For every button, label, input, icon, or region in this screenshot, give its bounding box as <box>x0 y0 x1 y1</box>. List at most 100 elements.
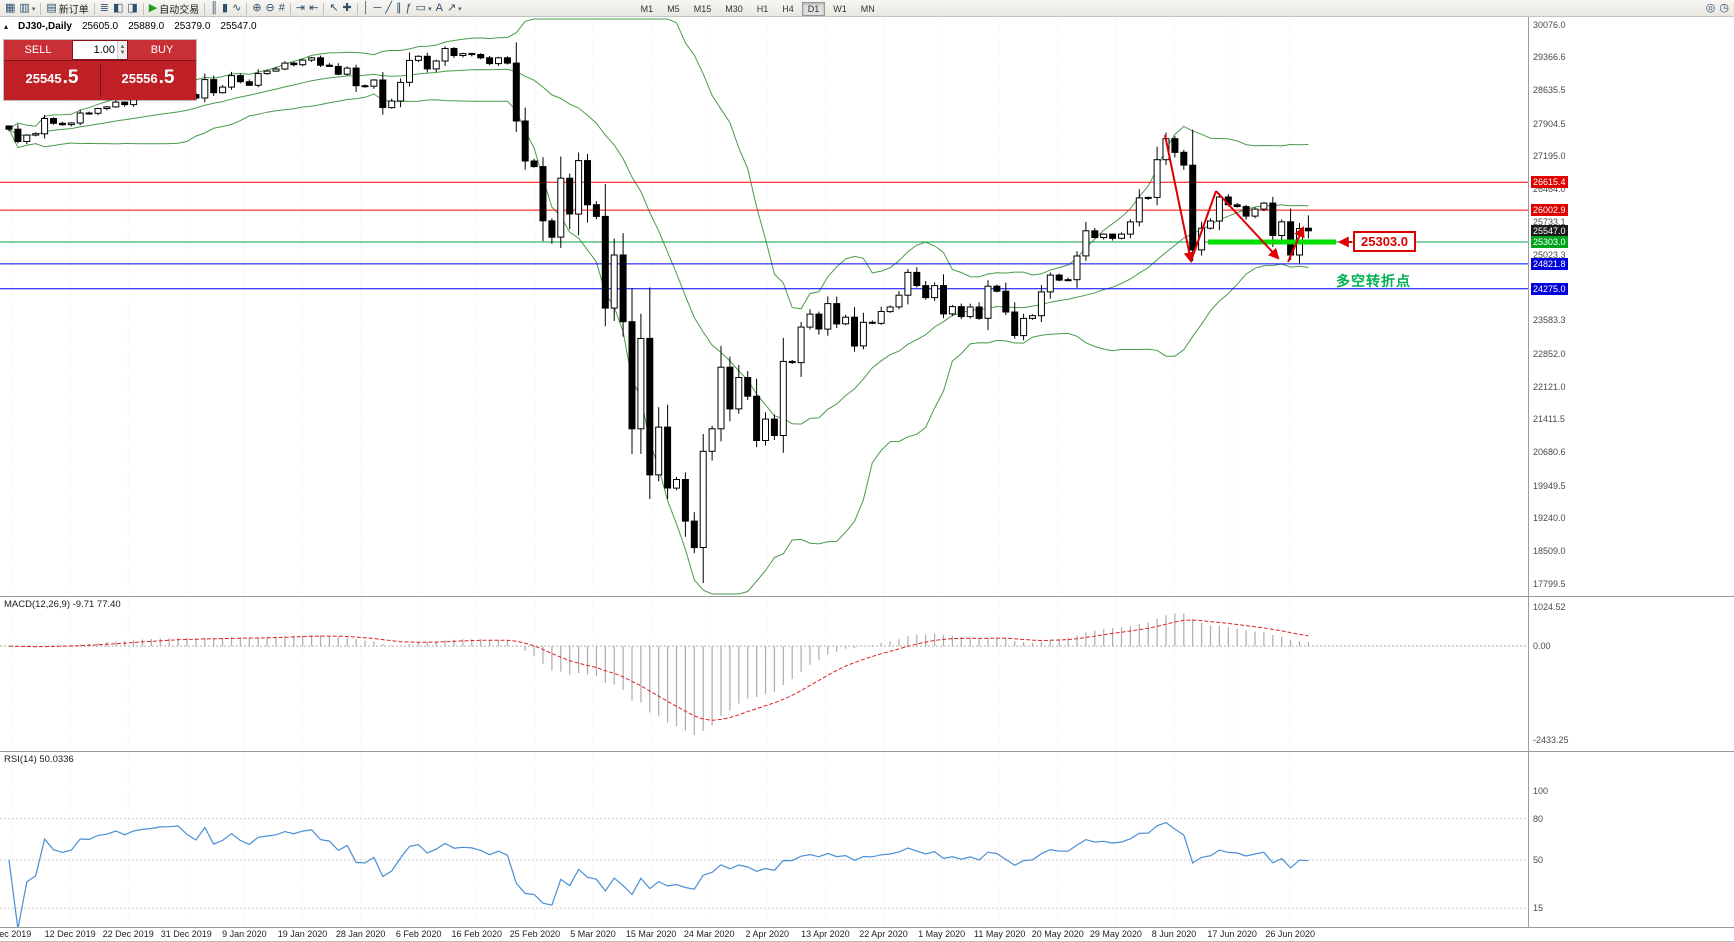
vertical-line-icon[interactable]: │ <box>361 1 372 16</box>
autotrading-glyph: ▶ <box>148 2 158 14</box>
volume-box: ▲▼ <box>72 40 128 60</box>
crosshair-icon[interactable]: ✚ <box>341 1 354 16</box>
date-axis[interactable]: Dec 2019 12 Dec 2019 22 Dec 2019 31 Dec 201… <box>0 928 1531 941</box>
volume-stepper[interactable]: ▲ ▼ <box>117 41 127 59</box>
price-tick: 21411.5 <box>1533 414 1565 425</box>
date-label: 22 Apr 2020 <box>859 929 908 939</box>
caret-down-icon: ▾ <box>428 5 432 13</box>
buy-price[interactable]: 25556 .5 <box>100 61 196 100</box>
date-label: 25 Feb 2020 <box>509 929 561 939</box>
date-label: 28 Jan 2020 <box>335 929 386 939</box>
price-tick: 19240.0 <box>1533 513 1566 524</box>
turning-point-label[interactable]: 多空转折点 <box>1336 273 1411 289</box>
sell-price[interactable]: 25545 .5 <box>4 61 100 100</box>
timeframe-m1[interactable]: M1 <box>640 3 654 14</box>
clock-icon[interactable]: ◷ <box>1717 1 1731 16</box>
rsi-axis-label: 15 <box>1533 903 1544 914</box>
chart-shift-icon[interactable]: ⇤ <box>307 1 320 16</box>
chart-profiles-icon[interactable]: ▥ ▾ <box>17 1 37 16</box>
zoom-in-icon[interactable]: ⊕ <box>250 1 263 16</box>
market-watch-icon[interactable]: ≣ <box>98 1 111 16</box>
timeframe-h4[interactable]: H4 <box>782 3 794 14</box>
candlestick-chart-glyph: ▮ <box>222 2 229 14</box>
caret-down-icon: ▾ <box>458 5 462 13</box>
timeframe-h1[interactable]: H1 <box>756 3 769 14</box>
channel-icon[interactable]: ∥ <box>394 1 404 16</box>
timeframe-d1[interactable]: D1 <box>801 1 826 16</box>
symbol-name: DJ30-,Daily <box>18 21 72 32</box>
buy-button[interactable]: BUY <box>128 40 196 60</box>
date-label: 22 Dec 2019 <box>102 929 154 939</box>
data-window-glyph: ◧ <box>112 2 124 14</box>
timeframe-m5[interactable]: M5 <box>667 3 680 14</box>
timeframe-w1[interactable]: W1 <box>833 3 847 14</box>
date-label: 13 Apr 2020 <box>801 929 850 939</box>
new-chart-icon[interactable]: ▦ <box>3 1 17 16</box>
grid-icon[interactable]: # <box>277 1 287 16</box>
macd-axis-label: -2433.25 <box>1533 734 1569 745</box>
ohlc-high: 25889.0 <box>128 21 165 32</box>
sell-price-frac: .5 <box>62 67 79 88</box>
vertical-line-glyph: │ <box>362 2 370 14</box>
price-tick: 27904.5 <box>1533 118 1566 129</box>
price-axis[interactable]: 30076.0 29366.6 28635.5 27904.5 27195.0 26464… <box>1531 0 1611 941</box>
date-label: 19 Jan 2020 <box>277 929 328 939</box>
date-label: 5 Mar 2020 <box>570 929 616 939</box>
toolbar-separator <box>289 2 291 15</box>
price-tick: 17799.5 <box>1533 578 1566 589</box>
toolbar-separator <box>40 2 42 15</box>
zoom-out-icon[interactable]: ⊖ <box>264 1 277 16</box>
line-chart-glyph: ∿ <box>232 2 242 14</box>
autotrading-button-label: 自动交易 <box>159 5 200 16</box>
data-window-icon[interactable]: ◧ <box>111 1 125 16</box>
arrows-glyph: ↗ <box>446 2 457 14</box>
timeframe-m30[interactable]: M30 <box>725 3 743 14</box>
arrows-icon[interactable]: ↗ ▾ <box>445 1 464 16</box>
chart-profiles-glyph: ▥ <box>19 2 30 14</box>
volume-input[interactable] <box>73 41 117 59</box>
timeframe-mn[interactable]: MN <box>860 3 875 14</box>
rsi-axis-label: 80 <box>1533 813 1544 824</box>
price-line-badge: 25547.0 <box>1531 224 1568 237</box>
candlestick-chart-icon[interactable]: ▮ <box>220 1 230 16</box>
timeframe-m15[interactable]: M15 <box>693 3 712 14</box>
sell-button[interactable]: SELL <box>4 40 72 60</box>
autotrading-button[interactable]: ▶ 自动交易 <box>147 1 201 16</box>
cursor-icon[interactable]: ↖ <box>327 1 340 16</box>
date-label: 2 Apr 2020 <box>745 929 790 939</box>
trendline-icon[interactable]: ╱ <box>383 1 394 16</box>
macd-axis-label: 1024.52 <box>1533 601 1566 612</box>
step-up-icon[interactable]: ▲ <box>119 44 126 50</box>
rsi-axis-label: 100 <box>1533 786 1549 796</box>
new-order-button-label: 新订单 <box>58 5 89 16</box>
price-tick: 25023.3 <box>1533 249 1566 260</box>
trendline-glyph: ╱ <box>385 2 393 14</box>
price-tick: 22121.0 <box>1533 381 1566 392</box>
fibonacci-icon[interactable]: ƒ <box>404 1 414 16</box>
step-down-icon[interactable]: ▼ <box>119 50 126 56</box>
toolbar-separator <box>142 2 144 15</box>
zoom-out-glyph: ⊖ <box>265 2 275 14</box>
clock-icon-glyph: ◷ <box>1719 2 1729 14</box>
new-order-button[interactable]: ▤ 新订单 <box>44 1 90 16</box>
auto-scroll-icon[interactable]: ⇥ <box>294 1 307 16</box>
bar-chart-icon[interactable]: ║ <box>208 1 220 16</box>
date-label: 6 Feb 2020 <box>395 929 442 939</box>
date-label: 26 Jun 2020 <box>1265 929 1315 939</box>
date-label: 31 Dec 2019 <box>160 929 212 939</box>
terminal-icon[interactable]: ◨ <box>125 1 139 16</box>
shapes-icon[interactable]: ▭ ▾ <box>414 1 434 16</box>
search-icon[interactable]: ◎ <box>1704 1 1718 16</box>
price-tick: 27195.0 <box>1533 150 1566 161</box>
text-icon[interactable]: A <box>434 1 445 16</box>
support-price-callout[interactable]: 25303.0 <box>1353 231 1416 252</box>
toolbar-separator <box>93 2 95 15</box>
auto-scroll-glyph: ⇥ <box>295 2 306 14</box>
horizontal-line-icon[interactable]: ─ <box>372 1 384 16</box>
cursor-glyph: ↖ <box>329 2 339 14</box>
price-tick: 25733.1 <box>1533 217 1566 228</box>
line-chart-icon[interactable]: ∿ <box>230 1 243 16</box>
one-click-toggle-icon[interactable]: ▴ <box>4 22 9 31</box>
grid-glyph: # <box>278 2 285 14</box>
